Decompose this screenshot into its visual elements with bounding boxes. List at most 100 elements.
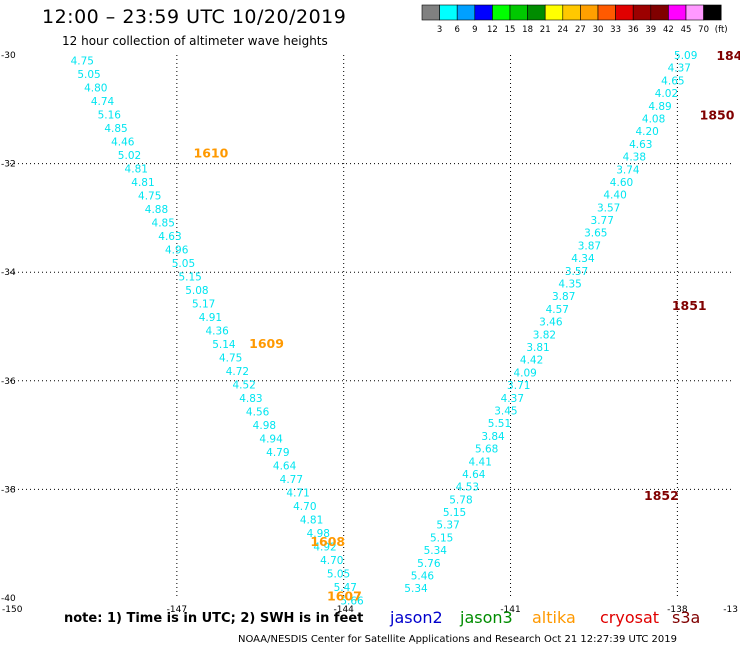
legend-label: 30 — [593, 25, 604, 35]
swh-value: 4.37 — [501, 393, 524, 405]
satellite-legend-item: altika — [532, 608, 576, 627]
swh-value: 5.66 — [340, 596, 364, 608]
x-tick-label: -141 — [500, 605, 520, 615]
pass-time-label: 1851 — [672, 298, 707, 313]
legend-label: 15 — [505, 25, 516, 35]
swh-value: 4.42 — [520, 355, 543, 367]
swh-value: 5.15 — [443, 507, 466, 519]
swh-value: 5.68 — [475, 444, 498, 456]
legend-label: 27 — [575, 25, 586, 35]
pass-time-label: 1607 — [327, 588, 362, 603]
pass-time-label: 1608 — [310, 534, 345, 549]
swh-value: 5.78 — [449, 494, 472, 506]
swh-value: 5.14 — [212, 339, 236, 351]
legend-label: 33 — [610, 25, 621, 35]
legend-label: 39 — [645, 25, 656, 35]
satellite-legend-item: cryosat — [600, 608, 660, 627]
swh-value: 5.15 — [430, 532, 453, 544]
swh-value: 4.92 — [313, 542, 336, 554]
swh-value: 5.05 — [327, 569, 350, 581]
swh-value: 5.05 — [77, 69, 100, 81]
units-note: note: 1) Time is in UTC; 2) SWH is in fe… — [64, 611, 364, 626]
legend-label: 3 — [437, 25, 442, 35]
swh-value: 4.09 — [513, 367, 536, 379]
swh-value: 4.83 — [239, 393, 262, 405]
satellite-legend-item: jason3 — [460, 608, 513, 627]
swh-value: 5.76 — [417, 558, 441, 570]
swh-value: 4.65 — [661, 75, 684, 87]
legend-label: 6 — [454, 25, 459, 35]
legend-label: 36 — [628, 25, 639, 35]
swh-value: 4.80 — [84, 82, 107, 94]
swh-value: 4.75 — [71, 55, 94, 67]
pass-time-label: 1850 — [700, 108, 735, 123]
swh-value: 4.63 — [158, 231, 181, 243]
satellite-legend-item: s3a — [672, 608, 701, 627]
x-tick-label: -138 — [667, 605, 688, 615]
swh-value: 4.40 — [603, 190, 626, 202]
y-tick-label: -40 — [1, 594, 16, 604]
footer-credit: NOAA/NESDIS Center for Satellite Applica… — [238, 634, 677, 645]
swh-value: 4.36 — [205, 326, 229, 338]
swh-value: 4.37 — [668, 63, 691, 75]
swh-value: 4.74 — [91, 96, 115, 108]
swh-value: 4.41 — [469, 456, 492, 468]
swh-value: 4.85 — [152, 218, 175, 230]
pass-time-label: 1852 — [644, 488, 679, 503]
swh-value: 3.46 — [539, 317, 563, 329]
color-scale-legend: 3 6 9 12 15 18 21 24 27 30 33 36 39 42 45 70 (ft) — [421, 4, 728, 35]
swh-value: 4.38 — [623, 152, 646, 164]
swh-value: 3.84 — [481, 431, 505, 443]
swh-value: 3.87 — [578, 240, 601, 252]
swh-value: 4.88 — [145, 204, 168, 216]
swh-value: 5.09 — [674, 50, 697, 62]
swh-value: 5.37 — [436, 520, 459, 532]
swh-value: 3.82 — [533, 329, 556, 341]
swh-value: 5.08 — [185, 285, 208, 297]
y-tick-label: -36 — [1, 377, 16, 387]
swh-value: 4.75 — [138, 191, 161, 203]
swh-value: 3.65 — [584, 228, 607, 240]
swh-value: 4.60 — [610, 177, 633, 189]
map-subtitle: 12 hour collection of altimeter wave hei… — [62, 34, 328, 48]
swh-value: 4.02 — [655, 88, 678, 100]
legend-label: 9 — [472, 25, 477, 35]
map-title: 12:00 – 23:59 UTC 10/20/2019 — [42, 6, 347, 28]
swh-value: 4.35 — [558, 279, 581, 291]
swh-value: 4.53 — [456, 482, 479, 494]
swh-value: 4.96 — [165, 245, 189, 257]
swh-value: 3.45 — [494, 405, 517, 417]
swh-value: 5.46 — [411, 571, 435, 583]
legend-label: 18 — [522, 25, 533, 35]
x-tick-label: -144 — [333, 605, 354, 615]
x-tick-label: -147 — [167, 605, 187, 615]
swh-value: 4.08 — [642, 113, 665, 125]
swh-value: 5.34 — [424, 545, 448, 557]
swh-value: 4.81 — [125, 163, 148, 175]
swh-value: 4.64 — [273, 461, 297, 473]
swh-value: 3.57 — [565, 266, 588, 278]
swh-value: 4.91 — [199, 312, 222, 324]
swh-value: 4.63 — [629, 139, 652, 151]
swh-value: 5.34 — [404, 583, 428, 595]
legend-swatch — [703, 4, 722, 21]
swh-value: 4.20 — [635, 126, 658, 138]
swh-value: 3.74 — [616, 164, 640, 176]
legend-label: (ft) — [715, 25, 728, 35]
swh-value: 5.02 — [118, 150, 141, 162]
swh-value: 4.75 — [219, 353, 242, 365]
swh-value: 4.79 — [266, 447, 289, 459]
swh-value: 3.71 — [507, 380, 530, 392]
y-tick-label: -32 — [1, 160, 16, 170]
swh-value: 4.57 — [546, 304, 569, 316]
swh-value: 4.70 — [293, 501, 316, 513]
swh-value: 5.16 — [98, 109, 122, 121]
swh-value: 5.47 — [334, 582, 357, 594]
swh-value: 5.05 — [172, 258, 195, 270]
swh-value: 3.57 — [597, 202, 620, 214]
swh-value: 4.70 — [320, 555, 343, 567]
pass-time-label: 1609 — [249, 336, 284, 351]
y-tick-label: -30 — [1, 51, 16, 61]
y-tick-label: -34 — [1, 268, 16, 278]
swh-value: 4.94 — [259, 434, 283, 446]
